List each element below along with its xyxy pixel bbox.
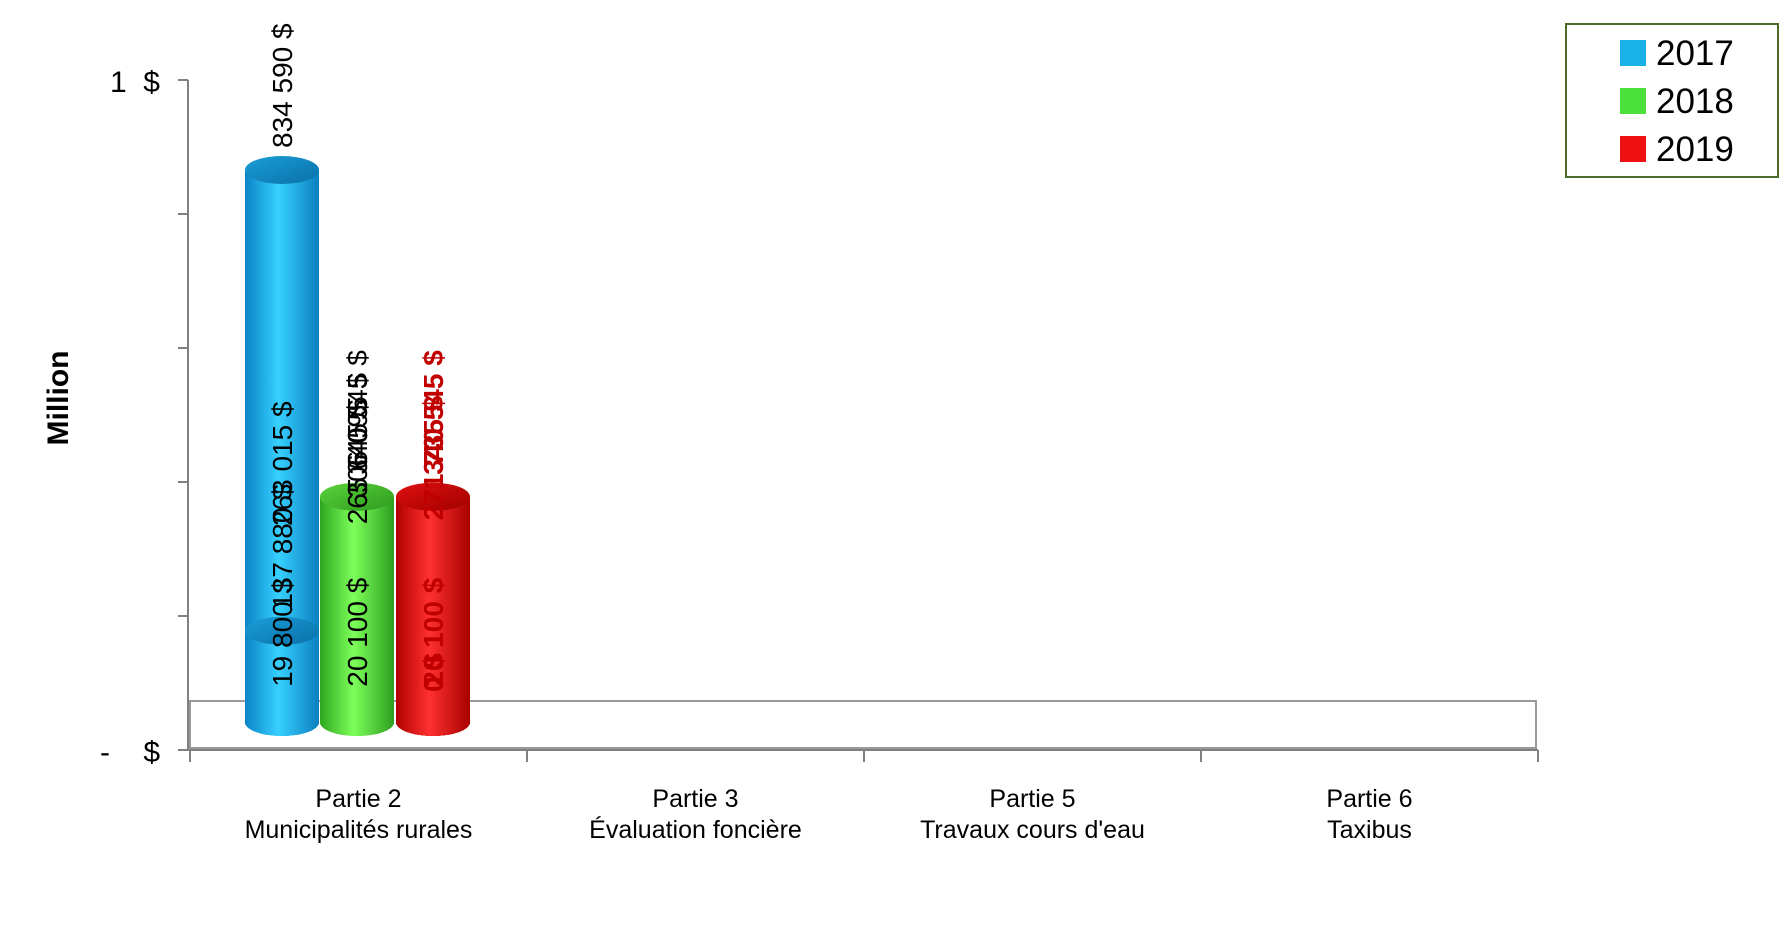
x-tick-label: Évaluation foncière xyxy=(589,815,802,844)
x-tick-label: Municipalités rurales xyxy=(245,816,473,844)
data-label: 20 100 $ xyxy=(342,577,373,686)
bar-body xyxy=(245,630,319,736)
x-tick-label: Partie 3 xyxy=(652,785,738,813)
bar-top xyxy=(245,156,319,184)
legend-label-2017: 2017 xyxy=(1656,34,1734,73)
chart-floor xyxy=(189,700,1537,749)
legend-swatch-2018 xyxy=(1620,88,1646,114)
x-axis-labels: Partie 2 Municipalités rurales Partie 3Éva… xyxy=(245,785,1413,844)
legend-label-2018: 2018 xyxy=(1656,82,1734,121)
bar-body xyxy=(245,170,319,736)
bar-2018-3 xyxy=(320,482,394,736)
x-tick-label: Partie 5 xyxy=(989,785,1075,813)
floor-outline xyxy=(189,700,1537,749)
bar-top xyxy=(320,482,394,511)
bar-2019-3 xyxy=(396,482,470,736)
data-label: 265 645 $ xyxy=(342,399,373,524)
legend-swatch-2019 xyxy=(1620,136,1646,162)
x-tick-label: Travaux cours d'eau xyxy=(920,816,1145,844)
data-label: 271 735 $ xyxy=(418,395,449,520)
y-tick-label: 1 $ xyxy=(110,66,160,99)
y-tick-label: - $ xyxy=(100,736,160,769)
x-tick-label: Taxibus xyxy=(1327,816,1412,844)
data-label: 263 015 $ xyxy=(267,401,298,526)
data-label: 19 800 $ xyxy=(267,577,298,686)
data-label: 306 095 $ xyxy=(342,373,373,498)
x-tick-label: Partie 6 xyxy=(1326,785,1412,813)
bar-body xyxy=(320,496,394,736)
bars xyxy=(245,156,470,736)
data-label: 834 590 $ xyxy=(267,23,298,148)
bar-2017-2 xyxy=(245,156,319,736)
y-axis-title: Million xyxy=(42,351,75,446)
data-label: 340 545 $ xyxy=(342,350,373,475)
legend-label-2019: 2019 xyxy=(1656,130,1734,169)
bar-top xyxy=(396,482,470,511)
legend: 2017 2018 2019 xyxy=(1565,23,1779,178)
data-labels: 19 800 $ 20 100 $ 20 100 $ 263 015 $ 265 645… xyxy=(267,23,449,692)
data-label: 20 100 $ xyxy=(418,577,449,686)
data-label: 0 $ xyxy=(418,653,449,692)
bar-body xyxy=(396,496,470,736)
data-label: 340 545 $ xyxy=(418,350,449,475)
x-tick-label: Partie 2 xyxy=(315,785,401,813)
axes: 1 $ - $ Million xyxy=(42,66,1539,769)
bar-2017-3 xyxy=(245,616,319,736)
data-label: 137 880 $ xyxy=(267,484,298,609)
legend-box xyxy=(1565,23,1779,178)
bar-top xyxy=(245,616,319,645)
legend-swatch-2017 xyxy=(1620,40,1646,66)
